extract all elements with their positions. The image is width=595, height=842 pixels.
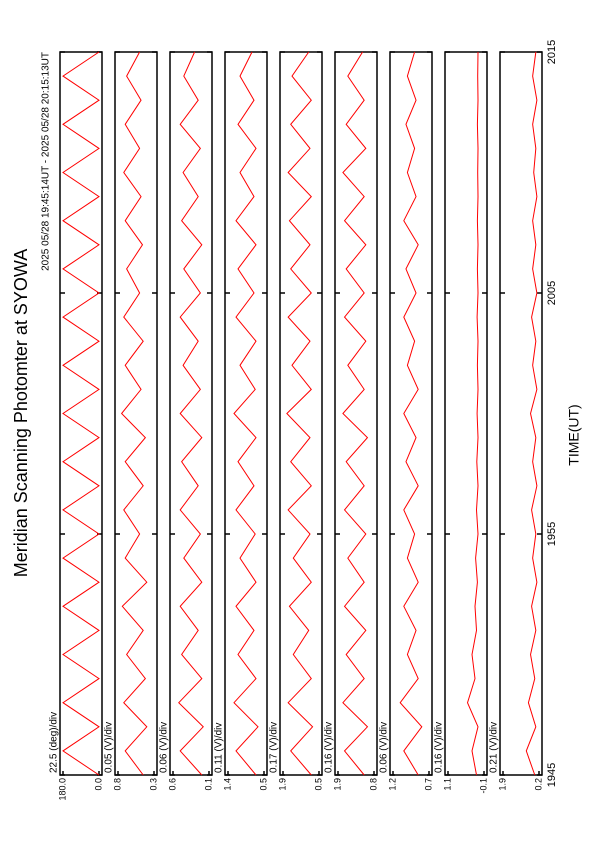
panel-frame: [444, 51, 488, 776]
y-tick-label: 0.3: [148, 778, 158, 791]
data-line: [525, 51, 538, 776]
scale-label: 0.06 (V)/div: [379, 722, 390, 773]
y-tick-label: -0.1: [478, 778, 488, 794]
y-tick-label: 1.2: [387, 778, 397, 791]
data-line: [286, 51, 314, 776]
data-line: [342, 51, 369, 776]
y-tick-label: 0.5: [258, 778, 268, 791]
panel-frame: [499, 51, 543, 776]
y-tick-label: 1.9: [277, 778, 287, 791]
data-line: [233, 51, 259, 776]
y-tick-label: 0.8: [112, 778, 122, 791]
panel-frame: [224, 51, 268, 776]
panel-frame: [59, 51, 103, 776]
scale-label: 0.06 (V)/div: [159, 722, 170, 773]
scale-label: 22.5 (deg)/div: [49, 712, 60, 773]
panel-frame: [334, 51, 378, 776]
scale-label: 0.16 (V)/div: [434, 722, 445, 773]
y-tick-label: 0.0: [93, 778, 103, 791]
y-tick-label: 180.0: [57, 778, 67, 801]
panel-frame: [389, 51, 433, 776]
x-tick-label: 2005: [546, 281, 558, 305]
x-tick-label: 1955: [546, 522, 558, 546]
y-tick-label: 0.8: [368, 778, 378, 791]
chart-title: Meridian Scanning Photomter at SYOWA: [11, 249, 31, 577]
data-line: [62, 51, 100, 776]
rotated-chart: Meridian Scanning Photomter at SYOWA 202…: [11, 40, 582, 801]
panel-frame: [169, 51, 213, 776]
panel-frame: [279, 51, 323, 776]
chart-subtitle: 2025 05/28 19:45:14UT - 2025 05/28 20:15…: [41, 52, 52, 271]
y-tick-label: 1.1: [442, 778, 452, 791]
x-tick-label: 2015: [546, 40, 558, 64]
y-tick-label: 0.7: [423, 778, 433, 791]
data-line: [120, 51, 148, 776]
y-tick-label: 0.6: [167, 778, 177, 791]
y-tick-label: 0.2: [533, 778, 543, 791]
y-tick-label: 0.5: [313, 778, 323, 791]
data-line: [399, 51, 423, 776]
scale-label: 0.05 (V)/div: [104, 722, 115, 773]
data-line: [466, 51, 479, 776]
y-tick-label: 0.1: [203, 778, 213, 791]
scale-label: 0.11 (V)/div: [214, 723, 225, 773]
y-tick-label: 1.9: [332, 778, 342, 791]
scale-label: 0.21 (V)/div: [489, 722, 500, 773]
x-axis-label: TIME(UT): [566, 404, 582, 465]
x-tick-label: 1945: [546, 763, 558, 787]
scale-label: 0.16 (V)/div: [324, 722, 335, 773]
y-tick-label: 1.4: [222, 778, 232, 791]
y-tick-label: 1.9: [497, 778, 507, 791]
scale-label: 0.17 (V)/div: [269, 722, 280, 773]
data-line: [178, 51, 204, 776]
panel-frame: [114, 51, 158, 776]
